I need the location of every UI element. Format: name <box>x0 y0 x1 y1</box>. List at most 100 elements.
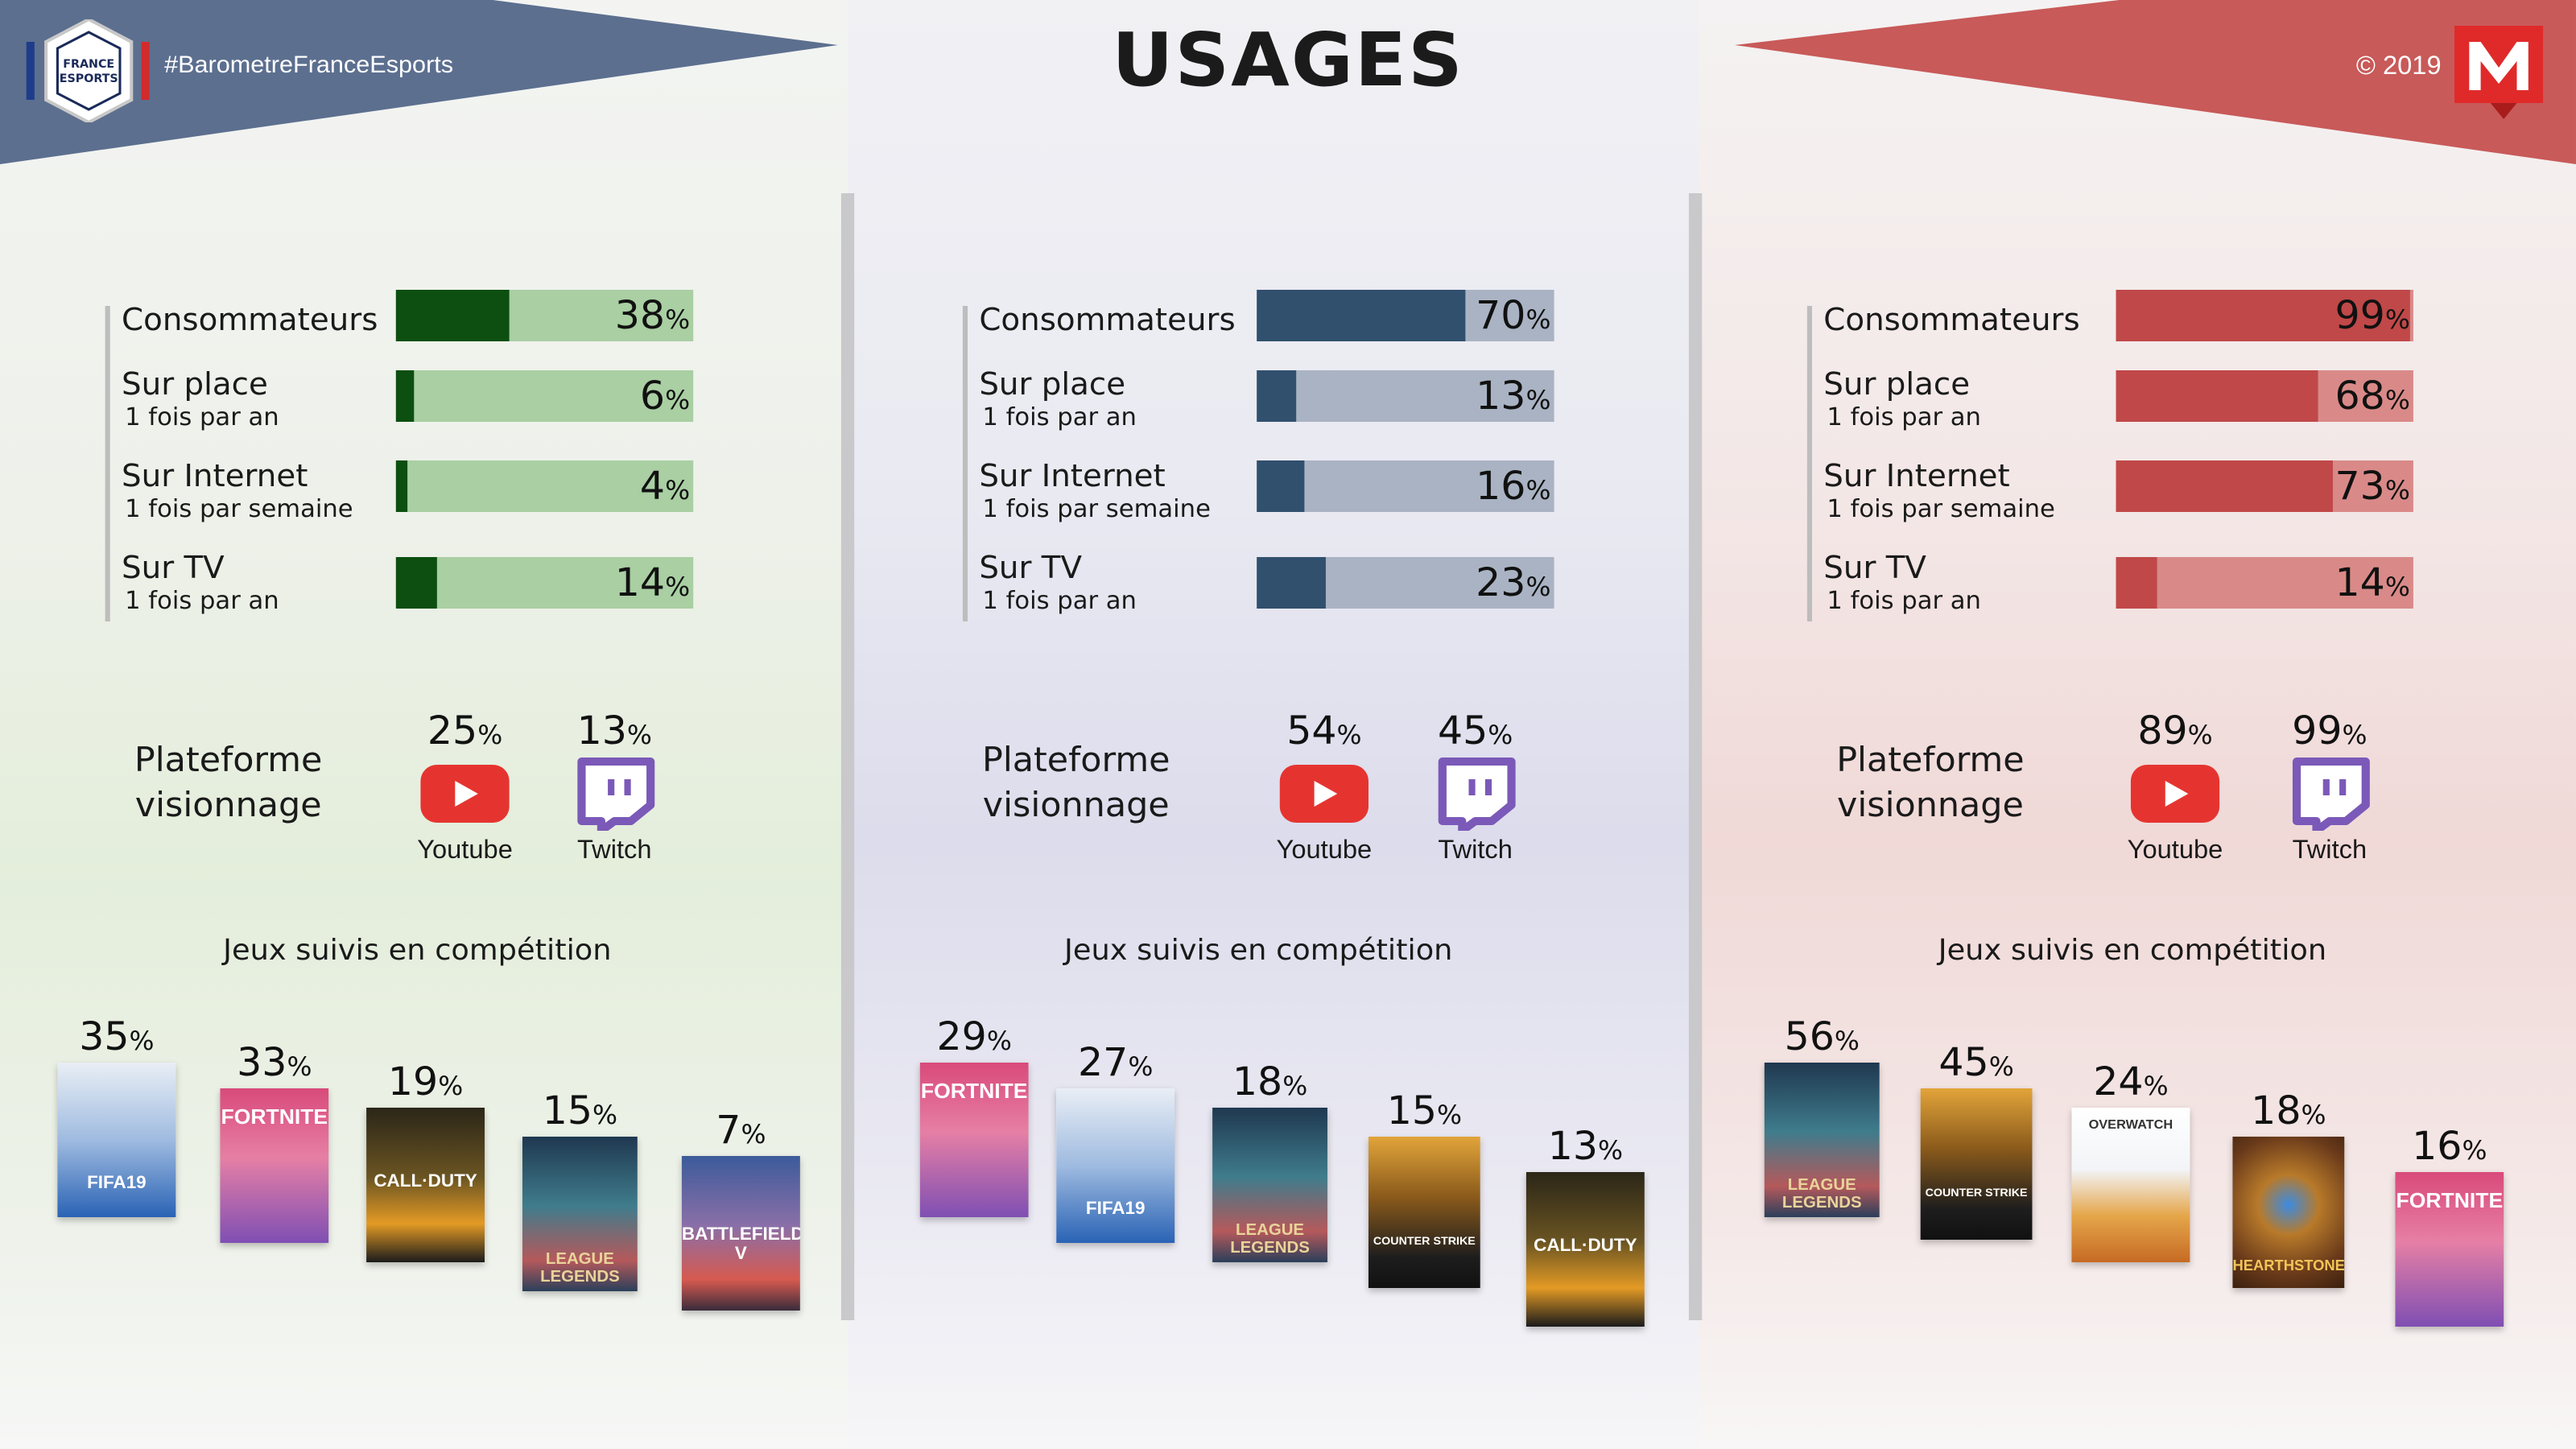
usage-value-number: 14 <box>614 560 666 605</box>
usage-label: Consommateurs <box>979 303 1236 338</box>
usage-bar-fill <box>395 370 414 422</box>
percent-sign: % <box>2384 304 2410 335</box>
game-cover-title: LEAGUE LEGENDS <box>1781 1177 1862 1213</box>
game-percent: 15% <box>1351 1088 1499 1133</box>
usage-bar: 99% <box>2116 290 2413 341</box>
percent-sign: % <box>1488 720 1513 750</box>
usage-bar-fill <box>1257 370 1296 422</box>
usage-bar-fill <box>2116 460 2334 512</box>
youtube-name: Youtube <box>2127 837 2223 865</box>
usage-sublabel: 1 fois par an <box>125 402 279 431</box>
usage-bar-fill <box>1257 460 1305 512</box>
twitch-platform: 45% Twitch <box>1410 708 1541 866</box>
percent-sign: % <box>665 385 691 415</box>
youtube-platform: 54% Youtube <box>1258 708 1389 866</box>
usage-bar-fill <box>1257 290 1465 341</box>
game-percent-number: 29 <box>936 1014 987 1059</box>
percent-sign: % <box>1525 572 1551 602</box>
game-percent: 56% <box>1748 1014 1896 1059</box>
usage-value: 68% <box>2334 370 2409 427</box>
percent-sign: % <box>592 1100 618 1130</box>
usage-label: Sur place <box>1823 367 1971 402</box>
game-item: 15% COUNTER STRIKE <box>1351 1088 1499 1288</box>
game-item: 18% LEAGUE LEGENDS <box>1196 1059 1344 1262</box>
percent-sign: % <box>986 1026 1012 1056</box>
percent-sign: % <box>2384 475 2410 506</box>
twitch-icon <box>577 758 655 831</box>
usage-bar: 14% <box>395 557 694 609</box>
usage-value: 73% <box>2334 460 2409 517</box>
usage-value: 23% <box>1476 557 1550 613</box>
game-cover-title: CALL·DUTY <box>1534 1236 1637 1257</box>
game-percent-number: 18 <box>1232 1059 1283 1104</box>
fifa19-cover: FIFA19 <box>57 1063 176 1217</box>
fortnite-cover: FORTNITE <box>220 1088 329 1243</box>
hearthstone-cover: HEARTHSTONE <box>2232 1137 2345 1288</box>
usage-bar-fill <box>1257 557 1326 609</box>
logo-text-line2: ESPORTS <box>60 72 118 85</box>
usage-bar: 38% <box>395 290 694 341</box>
game-percent-number: 24 <box>2093 1059 2144 1104</box>
usage-sublabel: 1 fois par an <box>1827 586 1981 615</box>
usage-label: Sur TV <box>979 551 1082 586</box>
game-percent-number: 7 <box>716 1108 741 1153</box>
game-cover-title: FORTNITE <box>920 1078 1028 1103</box>
twitch-icon <box>1438 758 1516 831</box>
twitch-percent: 13% <box>549 708 680 753</box>
platform-label-line2: visionnage <box>982 786 1170 824</box>
percent-sign: % <box>2187 720 2213 750</box>
game-cover-title: LEAGUE LEGENDS <box>1230 1222 1310 1258</box>
percent-sign: % <box>665 475 691 506</box>
percent-sign: % <box>477 720 503 750</box>
left-banner <box>0 0 838 164</box>
usage-value-number: 99 <box>2334 293 2385 338</box>
usage-sublabel: 1 fois par an <box>982 586 1137 615</box>
usage-value: 14% <box>615 557 690 613</box>
usage-value-number: 38 <box>614 293 666 338</box>
usage-sublabel: 1 fois par an <box>1827 402 1981 431</box>
usage-value: 38% <box>615 290 690 346</box>
game-cover-title: LEAGUE LEGENDS <box>540 1251 620 1287</box>
panel-separator <box>1688 193 1703 1320</box>
platform-label-line1: Plateforme <box>1836 741 2025 779</box>
youtube-icon <box>420 765 510 823</box>
percent-sign: % <box>2462 1135 2487 1166</box>
usage-value: 13% <box>1476 370 1550 427</box>
twitch-percent: 45% <box>1410 708 1541 753</box>
usage-label: Consommateurs <box>122 303 378 338</box>
fifa19-cover: FIFA19 <box>1056 1088 1175 1243</box>
usage-bar: 4% <box>395 460 694 512</box>
game-item: 15% LEAGUE LEGENDS <box>506 1088 654 1291</box>
youtube-platform: 89% Youtube <box>2109 708 2240 866</box>
page-title: USAGES <box>1112 16 1464 103</box>
platform-label: Plateforme visionnage <box>1807 737 2054 828</box>
youtube-name: Youtube <box>417 837 513 865</box>
usage-value: 6% <box>640 370 690 427</box>
league-of-legends-cover: LEAGUE LEGENDS <box>1764 1063 1880 1217</box>
call-of-duty-cover: CALL·DUTY <box>366 1108 485 1262</box>
usage-bar-fill <box>2116 290 2411 341</box>
twitch-name: Twitch <box>2292 837 2368 865</box>
usage-label: Consommateurs <box>1823 303 2080 338</box>
youtube-name: Youtube <box>1276 837 1373 865</box>
game-cover-title: BATTLEFIELD V <box>681 1225 800 1265</box>
game-percent-number: 15 <box>1386 1088 1438 1133</box>
youtube-percent: 25% <box>399 708 530 753</box>
usage-bar-fill <box>395 460 408 512</box>
call-of-duty-cover: CALL·DUTY <box>1525 1172 1645 1327</box>
platform-label: Plateforme visionnage <box>105 737 352 828</box>
usage-label: Sur place <box>979 367 1126 402</box>
usage-value: 99% <box>2334 290 2409 346</box>
game-percent-number: 27 <box>1078 1040 1129 1085</box>
usage-value: 16% <box>1476 460 1550 517</box>
game-percent-number: 16 <box>2412 1124 2462 1169</box>
game-percent-number: 18 <box>2251 1088 2301 1133</box>
game-percent-number: 13 <box>1547 1124 1599 1169</box>
usage-value-number: 16 <box>1476 464 1526 509</box>
percent-sign: % <box>1282 1071 1308 1101</box>
game-percent: 16% <box>2376 1124 2524 1169</box>
game-item: 13% CALL·DUTY <box>1512 1124 1660 1327</box>
usage-label: Sur Internet <box>979 459 1166 494</box>
usage-value-number: 73 <box>2334 464 2385 509</box>
youtube-percent-number: 25 <box>427 708 478 753</box>
